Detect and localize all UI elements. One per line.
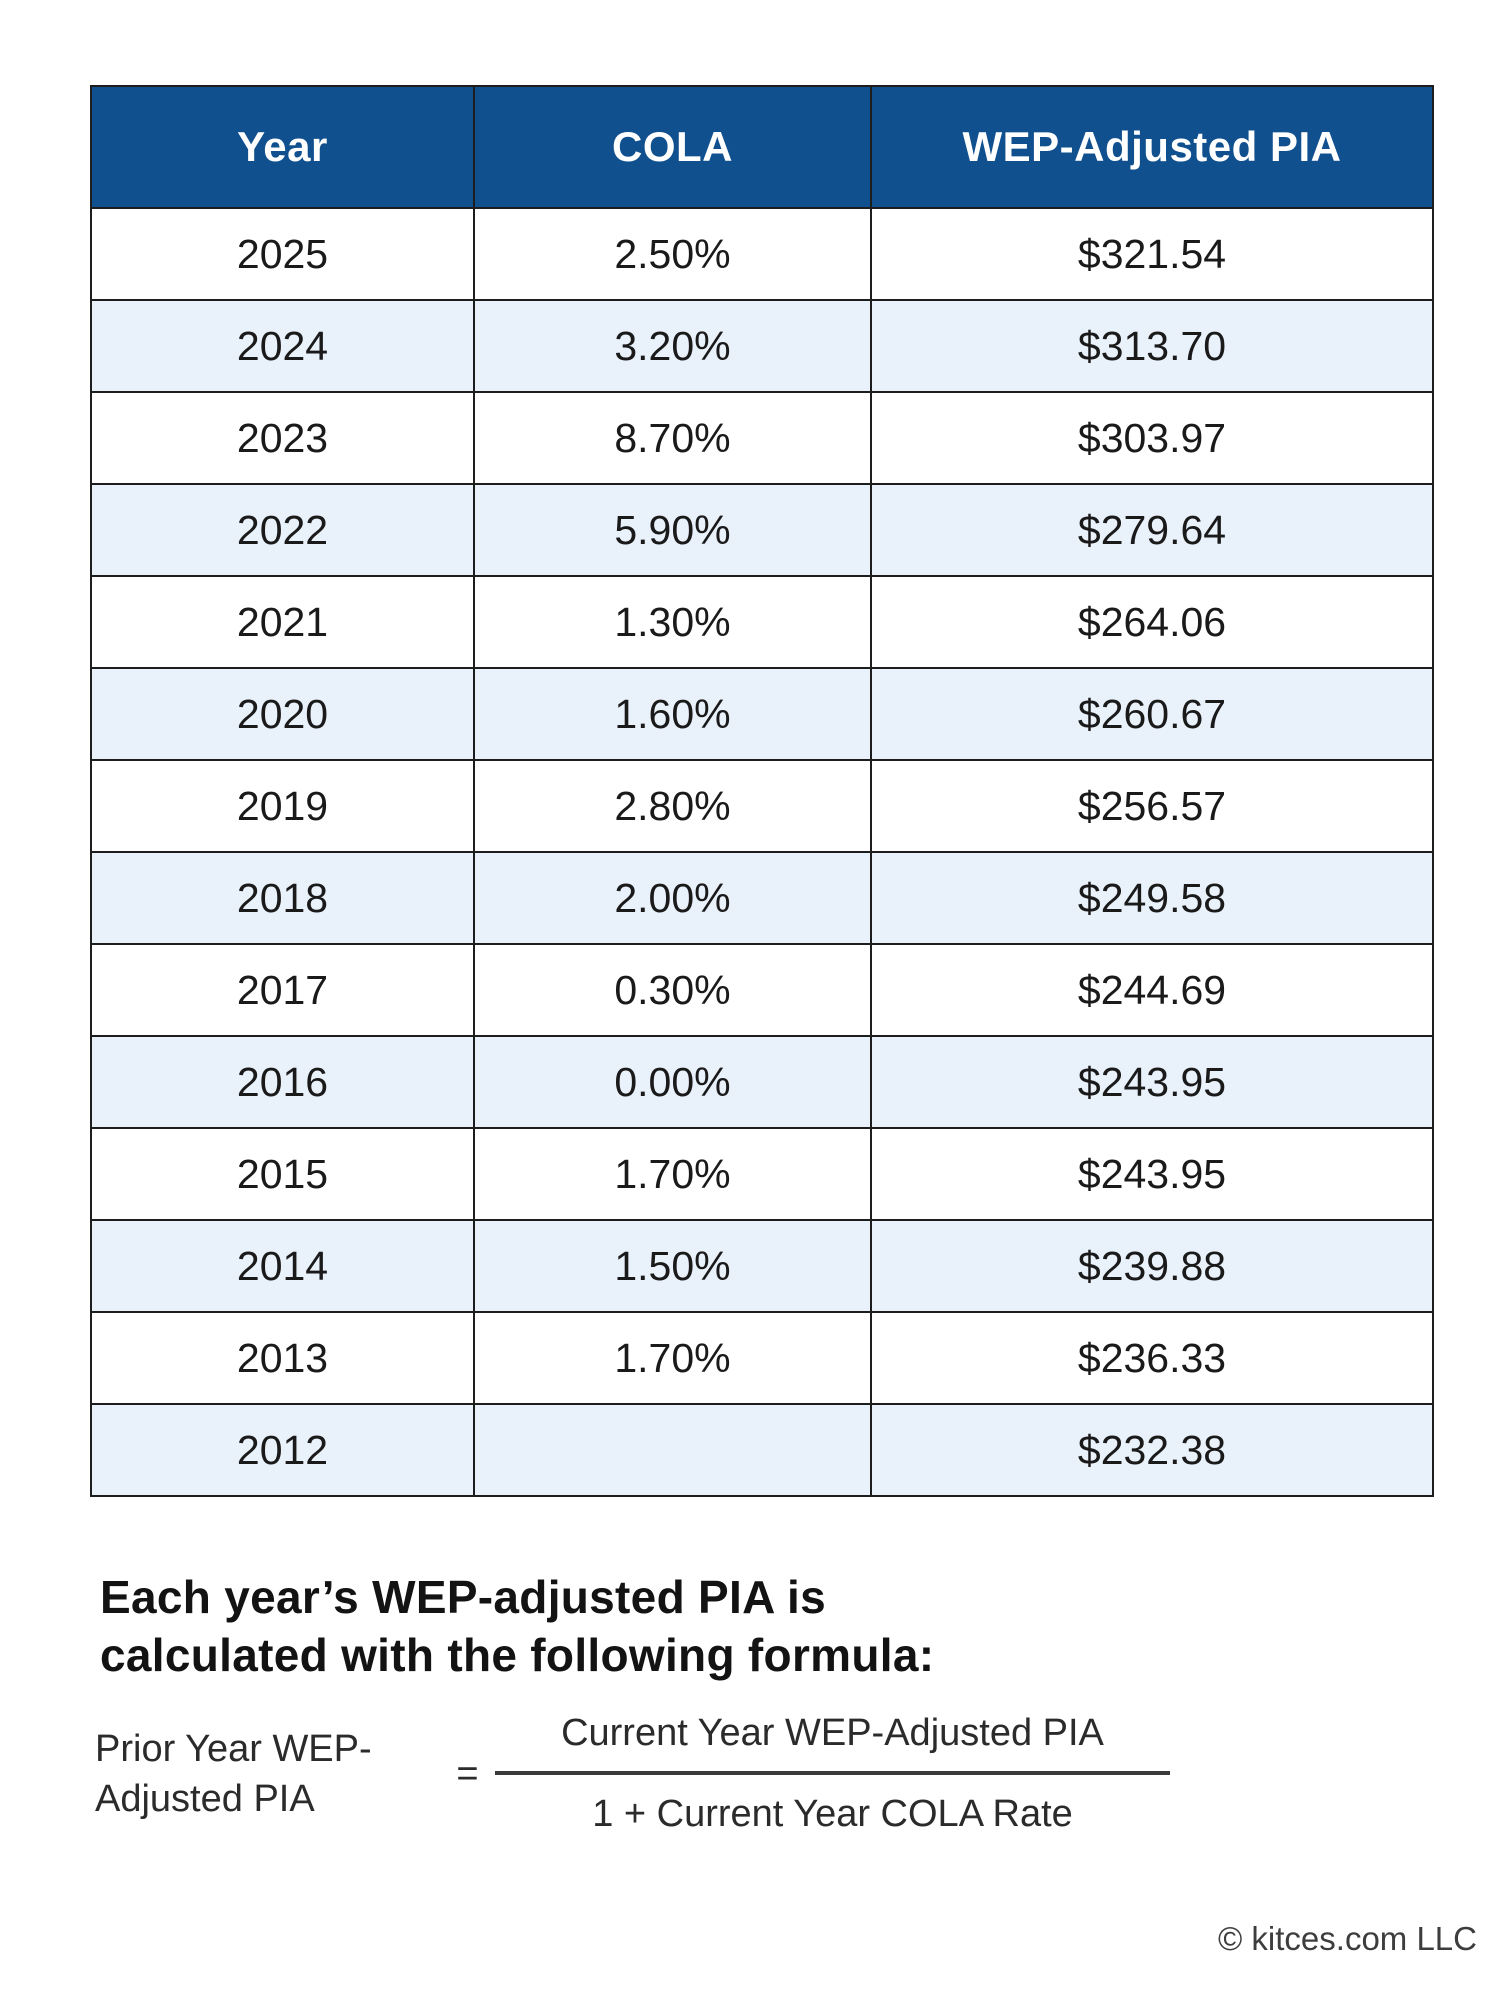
pia-cell: $279.64 [870,483,1434,577]
cola-cell: 3.20% [473,299,872,393]
year-cell: 2020 [90,667,475,761]
pia-cell: $243.95 [870,1035,1434,1129]
formula-numerator: Current Year WEP-Adjusted PIA [561,1712,1104,1754]
table-row: 2023 8.70% $303.97 [90,391,1434,485]
year-cell: 2013 [90,1311,475,1405]
pia-cell: $232.38 [870,1403,1434,1497]
cola-cell: 2.50% [473,207,872,301]
pia-cell: $236.33 [870,1311,1434,1405]
formula-lhs-line-1: Prior Year WEP- [95,1728,372,1770]
header-year: Year [90,85,475,209]
table-row: 2015 1.70% $243.95 [90,1127,1434,1221]
cola-cell: 1.70% [473,1311,872,1405]
header-wep-adjusted-pia: WEP-Adjusted PIA [870,85,1434,209]
header-cola: COLA [473,85,872,209]
table-row: 2024 3.20% $313.70 [90,299,1434,393]
table-row: 2012 $232.38 [90,1403,1434,1497]
cola-cell: 1.60% [473,667,872,761]
cola-cell: 5.90% [473,483,872,577]
table-row: 2019 2.80% $256.57 [90,759,1434,853]
table-row: 2025 2.50% $321.54 [90,207,1434,301]
year-cell: 2012 [90,1403,475,1497]
pia-cell: $303.97 [870,391,1434,485]
explanation-heading: Each year’s WEP-adjusted PIA is calculat… [100,1568,934,1684]
table-row: 2018 2.00% $249.58 [90,851,1434,945]
pia-formula: Prior Year WEP- Adjusted PIA = Current Y… [95,1712,1170,1836]
cola-cell: 0.30% [473,943,872,1037]
year-cell: 2022 [90,483,475,577]
cola-cell: 1.70% [473,1127,872,1221]
explanation-line-1: Each year’s WEP-adjusted PIA is [100,1571,826,1623]
year-cell: 2015 [90,1127,475,1221]
pia-cell: $313.70 [870,299,1434,393]
formula-lhs-line-2: Adjusted PIA [95,1778,315,1820]
formula-denominator: 1 + Current Year COLA Rate [592,1793,1073,1835]
year-cell: 2023 [90,391,475,485]
year-cell: 2014 [90,1219,475,1313]
year-cell: 2024 [90,299,475,393]
formula-fraction: Current Year WEP-Adjusted PIA 1 + Curren… [495,1712,1170,1836]
explanation-line-2: calculated with the following formula: [100,1629,935,1681]
pia-cell: $239.88 [870,1219,1434,1313]
year-cell: 2017 [90,943,475,1037]
cola-cell: 2.80% [473,759,872,853]
year-cell: 2021 [90,575,475,669]
table-row: 2020 1.60% $260.67 [90,667,1434,761]
cola-cell [473,1403,872,1497]
table-header-row: Year COLA WEP-Adjusted PIA [90,85,1434,209]
cola-cell: 1.50% [473,1219,872,1313]
table-row: 2022 5.90% $279.64 [90,483,1434,577]
formula-lhs: Prior Year WEP- Adjusted PIA [95,1724,440,1824]
year-cell: 2016 [90,1035,475,1129]
year-cell: 2019 [90,759,475,853]
pia-cell: $260.67 [870,667,1434,761]
year-cell: 2025 [90,207,475,301]
cola-cell: 0.00% [473,1035,872,1129]
table-body: 2025 2.50% $321.54 2024 3.20% $313.70 2023 8.70… [90,207,1434,1497]
pia-cell: $256.57 [870,759,1434,853]
table-row: 2013 1.70% $236.33 [90,1311,1434,1405]
cola-cell: 1.30% [473,575,872,669]
cola-cell: 2.00% [473,851,872,945]
pia-cell: $264.06 [870,575,1434,669]
table-row: 2017 0.30% $244.69 [90,943,1434,1037]
table-row: 2014 1.50% $239.88 [90,1219,1434,1313]
year-cell: 2018 [90,851,475,945]
pia-cell: $321.54 [870,207,1434,301]
cola-cell: 8.70% [473,391,872,485]
table-row: 2016 0.00% $243.95 [90,1035,1434,1129]
fraction-divider-line [495,1771,1170,1775]
table-row: 2021 1.30% $264.06 [90,575,1434,669]
copyright-notice: © kitces.com LLC [1217,1920,1477,1957]
pia-cell: $243.95 [870,1127,1434,1221]
wep-pia-table: Year COLA WEP-Adjusted PIA 2025 2.50% $321… [90,85,1434,1497]
formula-equals-sign: = [456,1752,479,1795]
pia-cell: $244.69 [870,943,1434,1037]
pia-cell: $249.58 [870,851,1434,945]
